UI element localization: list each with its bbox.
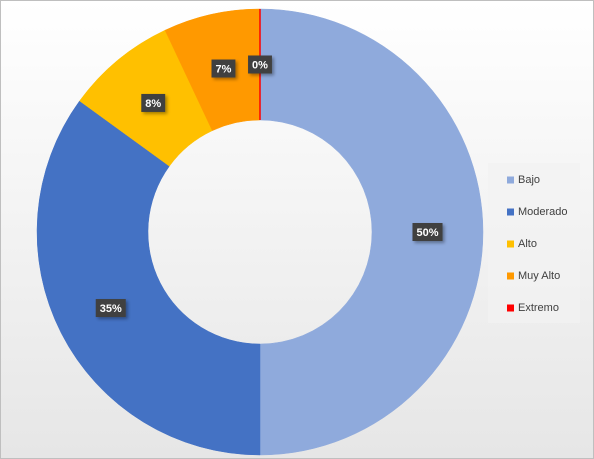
legend-swatch: [507, 272, 514, 280]
data-label-text: 0%: [252, 59, 268, 71]
legend-label: Moderado: [518, 206, 568, 218]
data-label-box: [412, 223, 443, 241]
data-label: 7%: [211, 59, 236, 78]
data-label-text: 7%: [216, 63, 232, 75]
data-label-box: [211, 59, 236, 78]
data-label-box: [95, 299, 126, 318]
data-label: 50%: [412, 223, 443, 241]
legend-label: Extremo: [518, 302, 559, 314]
data-label-text: 50%: [416, 227, 438, 239]
legend-box: [488, 163, 580, 323]
legend-swatch: [507, 240, 514, 248]
legend-swatch: [507, 304, 514, 312]
data-label: 8%: [141, 93, 166, 112]
legend-label: Alto: [518, 238, 537, 250]
data-label: 0%: [248, 55, 272, 74]
data-label-text: 8%: [145, 98, 161, 110]
legend-swatch: [507, 208, 514, 216]
legend-label: Muy Alto: [518, 270, 560, 282]
data-label-box: [248, 55, 272, 74]
data-label: 35%: [95, 299, 126, 318]
donut-slice: [36, 100, 261, 456]
data-label-text: 35%: [100, 303, 122, 315]
legend-swatch: [507, 176, 514, 184]
legend-label: Bajo: [518, 174, 540, 186]
donut-slice: [259, 8, 484, 456]
data-label-box: [141, 93, 166, 112]
